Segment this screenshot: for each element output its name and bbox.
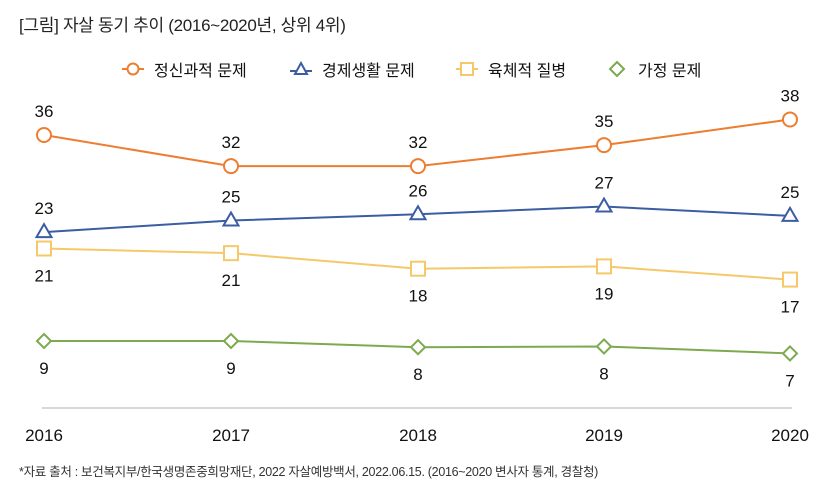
data-point bbox=[594, 196, 614, 213]
data-point bbox=[408, 204, 428, 221]
legend-item-economic: 경제생활 문제 bbox=[290, 57, 415, 81]
data-label: 32 bbox=[222, 133, 241, 152]
data-point bbox=[223, 158, 239, 175]
data-point bbox=[36, 240, 52, 257]
data-point bbox=[36, 127, 52, 143]
data-label: 21 bbox=[222, 271, 241, 290]
data-point bbox=[409, 338, 427, 356]
legend-label: 육체적 질병 bbox=[488, 63, 567, 80]
data-point bbox=[410, 158, 426, 175]
data-point bbox=[35, 332, 53, 350]
data-point bbox=[782, 271, 798, 288]
data-label: 17 bbox=[781, 298, 800, 317]
legend-item-mental: 정신과적 문제 bbox=[122, 57, 247, 81]
x-tick-label: 2018 bbox=[399, 426, 437, 445]
legend-item-family: 가정 문제 bbox=[606, 57, 701, 81]
square-marker-icon bbox=[456, 62, 478, 76]
data-label: 38 bbox=[781, 86, 800, 105]
triangle-marker-icon bbox=[290, 61, 312, 75]
circle-marker-icon bbox=[122, 62, 144, 76]
data-label: 23 bbox=[35, 199, 54, 218]
data-label: 21 bbox=[35, 266, 54, 285]
data-point bbox=[782, 111, 798, 128]
data-label: 25 bbox=[222, 188, 241, 207]
data-label: 9 bbox=[39, 359, 48, 378]
data-point bbox=[781, 345, 799, 362]
data-label: 35 bbox=[595, 112, 614, 131]
x-tick-label: 2017 bbox=[212, 426, 250, 445]
legend-label: 경제생활 문제 bbox=[322, 63, 415, 80]
data-point bbox=[595, 338, 613, 355]
data-point bbox=[780, 205, 800, 222]
data-point bbox=[223, 245, 239, 262]
legend: 정신과적 문제 경제생활 문제 육체적 질병 가정 문제 bbox=[0, 57, 835, 83]
data-label: 36 bbox=[35, 102, 54, 121]
legend-item-physical: 육체적 질병 bbox=[456, 57, 566, 81]
data-label: 18 bbox=[409, 287, 428, 306]
data-label: 26 bbox=[409, 181, 428, 200]
data-label: 27 bbox=[595, 174, 614, 193]
data-label: 25 bbox=[781, 183, 800, 202]
source-note: *자료 출처 : 보건복지부/한국생명존중희망재단, 2022 자살예방백서, … bbox=[19, 465, 599, 479]
x-tick-label: 2016 bbox=[25, 426, 63, 445]
x-tick-label: 2020 bbox=[771, 426, 809, 445]
data-label: 9 bbox=[226, 359, 235, 378]
data-point bbox=[596, 137, 612, 154]
data-point bbox=[222, 332, 240, 350]
data-label: 8 bbox=[413, 365, 422, 384]
data-label: 7 bbox=[785, 371, 794, 390]
data-point bbox=[34, 222, 54, 239]
data-point bbox=[596, 258, 612, 275]
data-label: 19 bbox=[595, 284, 614, 303]
diamond-marker-icon bbox=[608, 61, 626, 77]
data-point bbox=[410, 260, 426, 277]
chart-title: [그림] 자살 동기 추이 (2016~2020년, 상위 4위) bbox=[19, 16, 346, 35]
data-label: 32 bbox=[409, 133, 428, 152]
data-point bbox=[221, 210, 241, 227]
x-tick-label: 2019 bbox=[585, 426, 623, 445]
data-label: 8 bbox=[599, 364, 608, 383]
legend-label: 정신과적 문제 bbox=[154, 63, 247, 80]
legend-label: 가정 문제 bbox=[638, 63, 702, 80]
